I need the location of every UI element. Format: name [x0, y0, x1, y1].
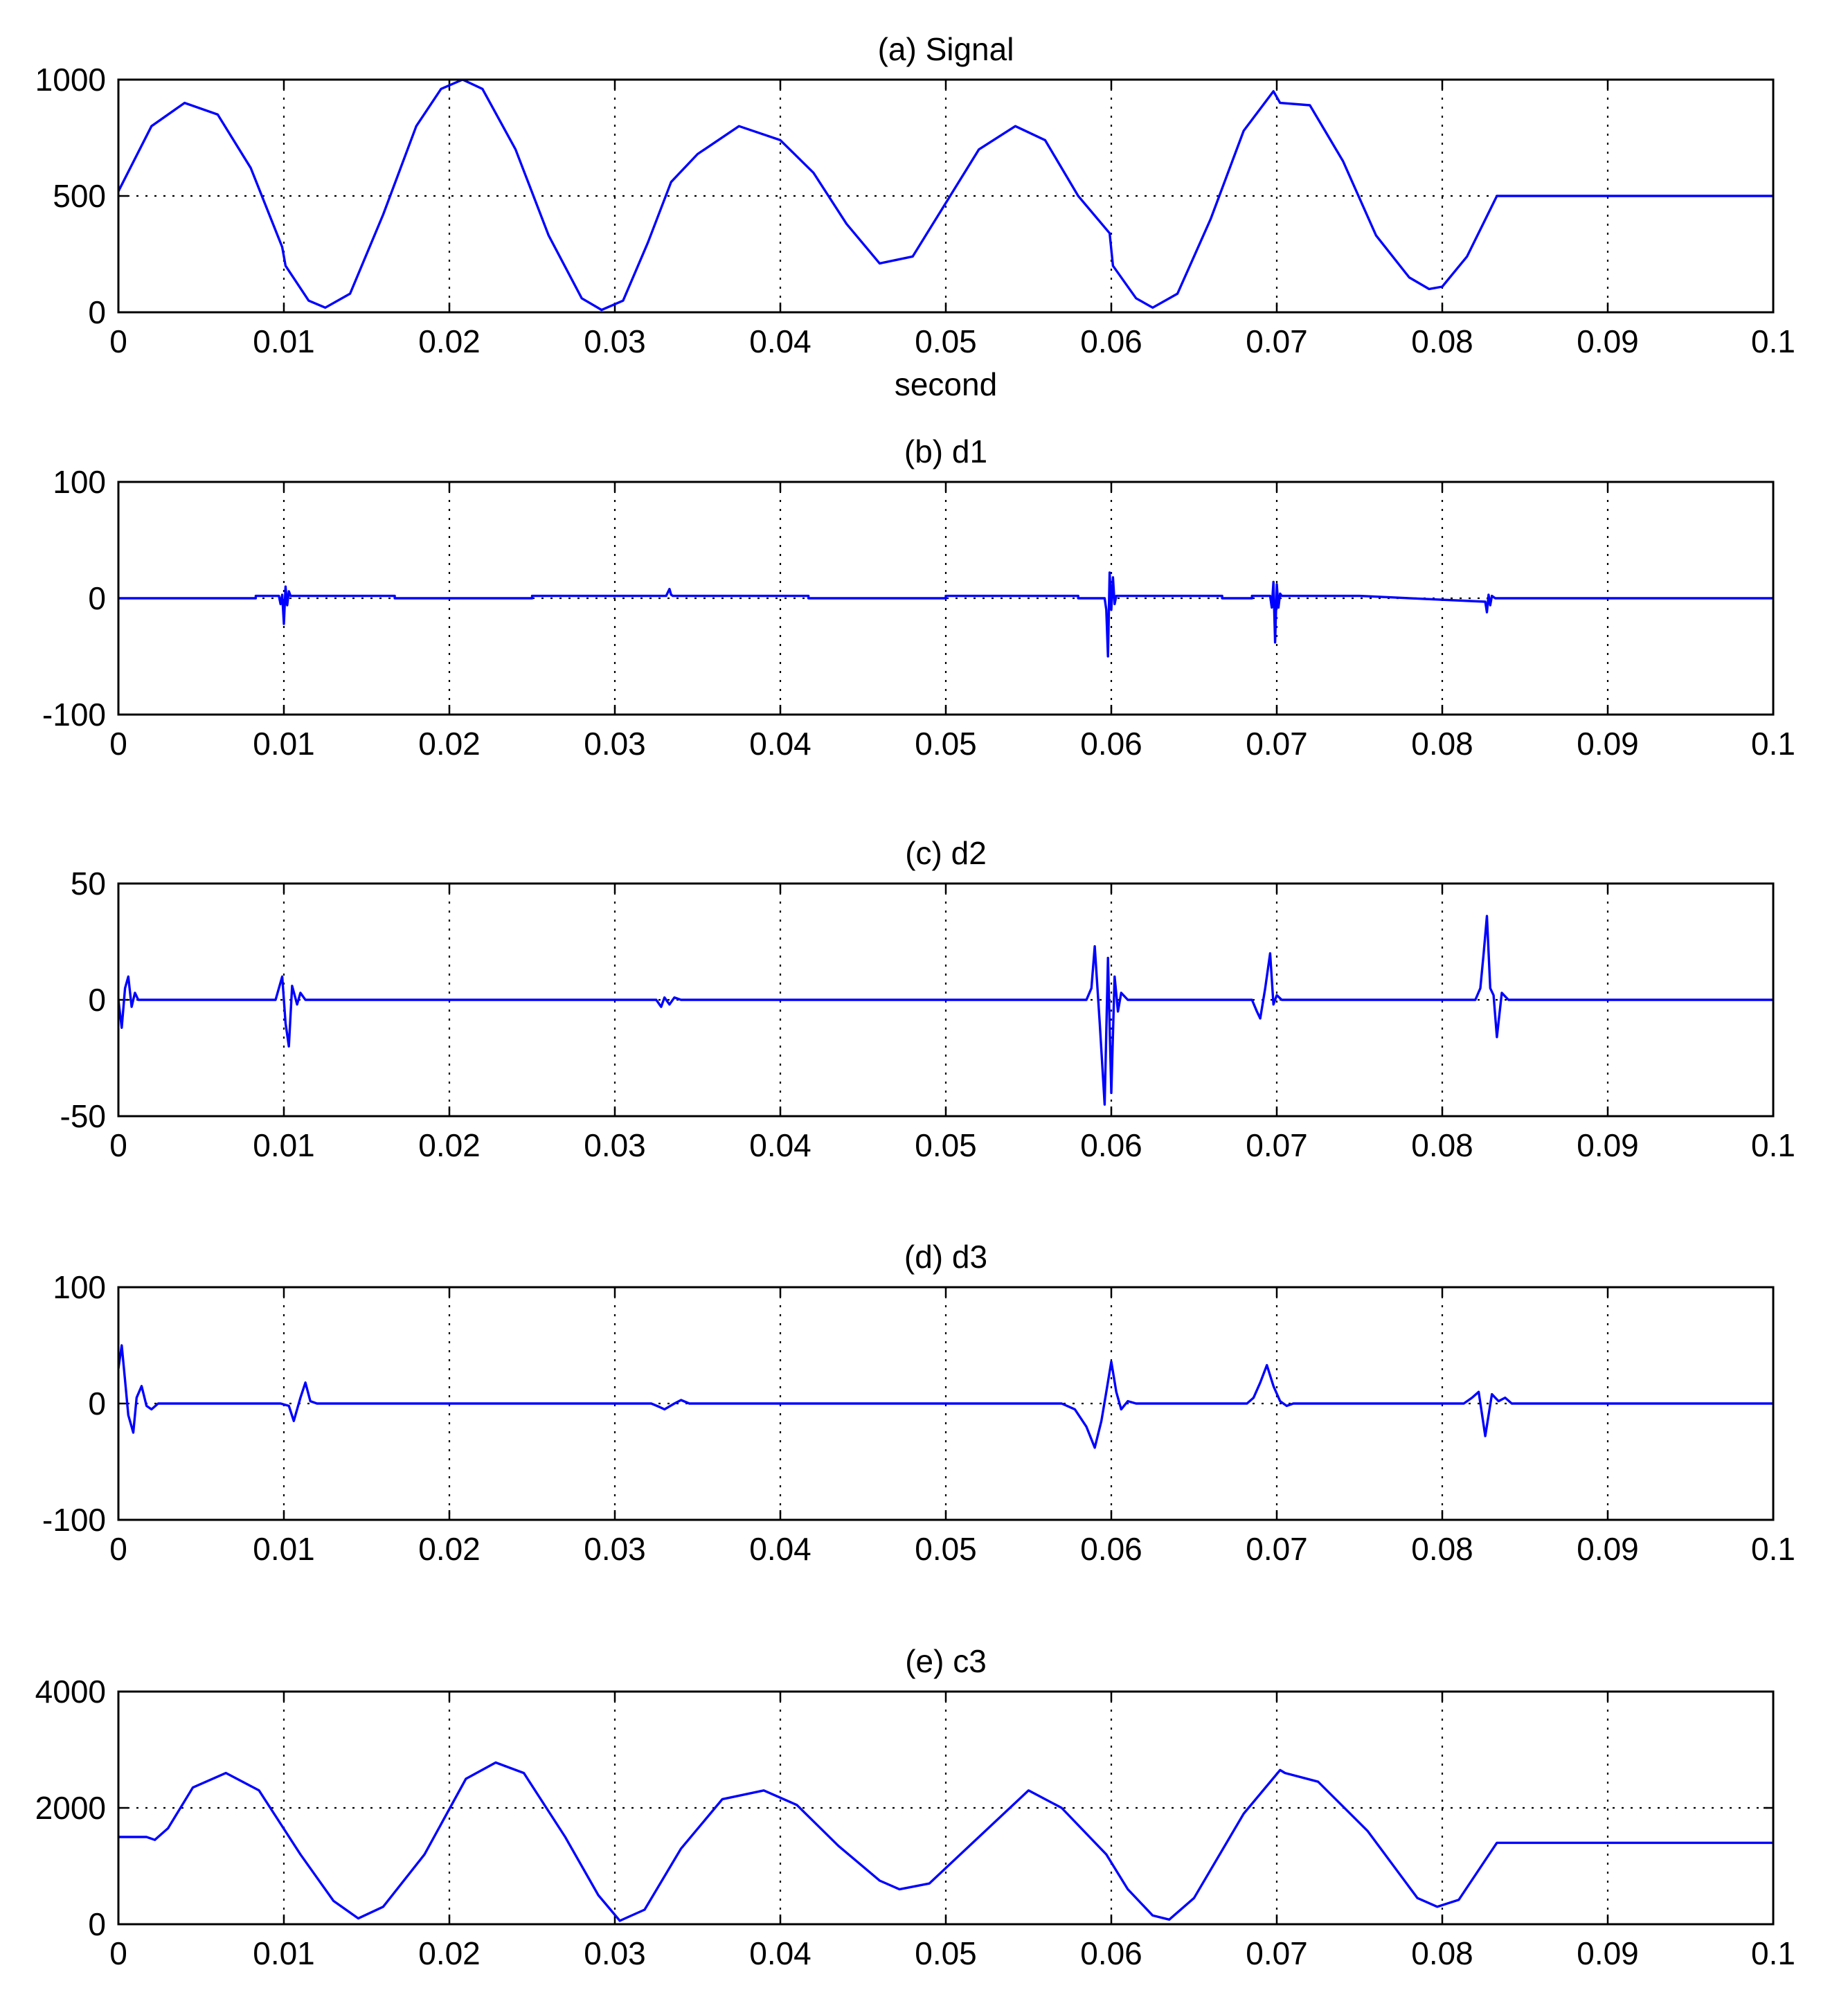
x-tick-label: 0.03: [584, 726, 646, 762]
x-tick-label: 0.07: [1246, 1935, 1308, 1971]
x-tick-label: 0.07: [1246, 323, 1308, 359]
plot-border: [117, 1286, 1775, 1521]
plot-border: [117, 78, 1775, 314]
y-tick-label: -100: [42, 1502, 106, 1538]
subplot-panel: 0 0.01 0.02 0.03 0.04 0.05 0.06 0.07 0.08 0.09 0.1…: [60, 835, 1795, 1163]
series-line: [118, 1344, 1773, 1449]
y-tick-label: 0: [88, 294, 106, 330]
x-tick-label: 0: [109, 1935, 127, 1971]
subplot-title: (b) d1: [904, 433, 987, 469]
x-tick-label: 0.03: [584, 1935, 646, 1971]
x-tick-label: 0.04: [749, 1935, 811, 1971]
x-tick-label: 0.05: [915, 323, 977, 359]
x-tick-label: 0.04: [749, 1531, 811, 1567]
x-tick-label: 0.07: [1246, 1531, 1308, 1567]
subplot-title: (e) c3: [905, 1643, 987, 1679]
subplot-panel: 0 0.01 0.02 0.03 0.04 0.05 0.06 0.07 0.08 0.09 0.1…: [42, 433, 1795, 762]
x-tick-label: 0.02: [418, 323, 481, 359]
series-line: [118, 915, 1773, 1106]
y-tick-label: 0: [88, 982, 106, 1018]
x-tick-label: 0.1: [1751, 1935, 1795, 1971]
x-tick-label: 0.09: [1577, 1127, 1639, 1163]
x-tick-label: 0.09: [1577, 323, 1639, 359]
x-tick-label: 0.06: [1080, 726, 1142, 762]
x-tick-label: 0: [109, 1127, 127, 1163]
x-tick-label: 0.05: [915, 1531, 977, 1567]
y-tick-label: 1000: [35, 62, 106, 98]
x-tick-label: 0.05: [915, 726, 977, 762]
x-tick-label: 0.05: [915, 1127, 977, 1163]
x-tick-label: 0.1: [1751, 726, 1795, 762]
subplot-title: (c) d2: [905, 835, 987, 871]
x-tick-label: 0.1: [1751, 323, 1795, 359]
x-tick-label: 0.09: [1577, 726, 1639, 762]
x-tick-label: 0: [109, 323, 127, 359]
x-tick-label: 0.02: [418, 726, 481, 762]
x-tick-label: 0.04: [749, 1127, 811, 1163]
x-tick-label: 0.04: [749, 726, 811, 762]
y-tick-label: 100: [53, 464, 106, 500]
x-tick-label: 0.06: [1080, 1531, 1142, 1567]
x-tick-label: 0.01: [253, 726, 315, 762]
subplot-panel: 0 0.01 0.02 0.03 0.04 0.05 0.06 0.07 0.08 0.09 0.1…: [35, 31, 1795, 402]
x-tick-label: 0: [109, 726, 127, 762]
x-tick-label: 0.09: [1577, 1531, 1639, 1567]
x-tick-label: 0.08: [1411, 1935, 1473, 1971]
x-tick-label: 0.07: [1246, 726, 1308, 762]
plot-border: [117, 481, 1775, 716]
y-tick-label: 50: [71, 866, 106, 902]
subplot-panel: 0 0.01 0.02 0.03 0.04 0.05 0.06 0.07 0.08 0.09 0.1…: [42, 1239, 1795, 1567]
x-tick-label: 0.02: [418, 1127, 481, 1163]
subplot-title: (a) Signal: [878, 31, 1014, 67]
y-tick-label: 500: [53, 178, 106, 214]
x-tick-label: 0.08: [1411, 323, 1473, 359]
x-tick-label: 0.06: [1080, 1127, 1142, 1163]
x-tick-label: 0.01: [253, 1127, 315, 1163]
plot-area: [117, 1690, 1775, 1926]
x-tick-label: 0.09: [1577, 1935, 1639, 1971]
x-tick-label: 0.01: [253, 323, 315, 359]
x-tick-label: 0.08: [1411, 1531, 1473, 1567]
series-line: [118, 1761, 1773, 1922]
x-tick-label: 0.02: [418, 1531, 481, 1567]
x-tick-label: 0.05: [915, 1935, 977, 1971]
y-tick-label: -100: [42, 697, 106, 733]
x-tick-label: 0.1: [1751, 1531, 1795, 1567]
x-tick-label: 0.01: [253, 1531, 315, 1567]
x-tick-label: 0.02: [418, 1935, 481, 1971]
x-axis-label: second: [895, 366, 997, 402]
x-tick-label: 0: [109, 1531, 127, 1567]
x-tick-label: 0.08: [1411, 1127, 1473, 1163]
y-tick-label: 0: [88, 1386, 106, 1422]
subplot-panel: 0 0.01 0.02 0.03 0.04 0.05 0.06 0.07 0.08 0.09 0.1…: [35, 1643, 1795, 1971]
y-tick-label: -50: [60, 1098, 106, 1134]
plot-border: [117, 882, 1775, 1118]
series-line: [118, 571, 1773, 658]
x-tick-label: 0.1: [1751, 1127, 1795, 1163]
x-tick-label: 0.08: [1411, 726, 1473, 762]
plot-border: [117, 1690, 1775, 1926]
x-tick-label: 0.06: [1080, 1935, 1142, 1971]
y-tick-label: 0: [88, 1906, 106, 1942]
x-tick-label: 0.07: [1246, 1127, 1308, 1163]
x-tick-label: 0.04: [749, 323, 811, 359]
series-line: [118, 80, 1773, 312]
x-tick-label: 0.03: [584, 1127, 646, 1163]
subplot-title: (d) d3: [904, 1239, 987, 1275]
x-tick-label: 0.03: [584, 1531, 646, 1567]
y-tick-label: 2000: [35, 1790, 106, 1826]
x-tick-label: 0.06: [1080, 323, 1142, 359]
x-tick-label: 0.01: [253, 1935, 315, 1971]
x-tick-label: 0.03: [584, 323, 646, 359]
y-tick-label: 100: [53, 1269, 106, 1305]
y-tick-label: 0: [88, 580, 106, 616]
y-tick-label: 4000: [35, 1674, 106, 1710]
